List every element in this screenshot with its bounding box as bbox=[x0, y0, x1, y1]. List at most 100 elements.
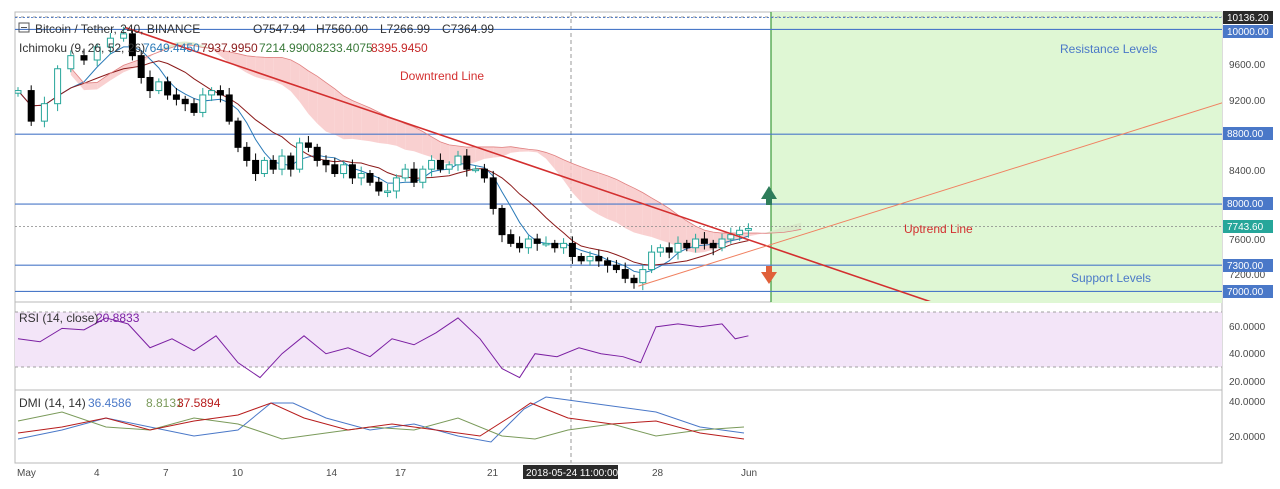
candle-body bbox=[304, 142, 312, 148]
candle-body bbox=[252, 159, 260, 175]
kumo-segment bbox=[84, 82, 98, 91]
candle-body bbox=[128, 33, 136, 57]
level-tag-7000-text: 7000.00 bbox=[1227, 287, 1264, 298]
candle-body bbox=[621, 269, 629, 279]
candle-body bbox=[120, 33, 128, 39]
rsi-legend: RSI (14, close) 20.8833 bbox=[19, 311, 140, 325]
kumo-segment bbox=[581, 166, 590, 210]
kumo-segment bbox=[783, 225, 793, 233]
price-tick: 7600.00 bbox=[1229, 235, 1266, 246]
horizontal-levels[interactable] bbox=[15, 17, 1222, 292]
kumo-segment bbox=[502, 146, 511, 157]
ohlc-low: L7266.99 bbox=[380, 22, 430, 36]
price-axis[interactable]: 9600.00 9200.00 8400.00 7600.00 7200.00 … bbox=[1223, 11, 1273, 298]
ichimoku-label: Ichimoku (9, 26, 52, 26) bbox=[19, 41, 145, 55]
collapse-icon[interactable] bbox=[18, 22, 30, 33]
dmi-minus-value: 8.8131 bbox=[146, 396, 183, 410]
uptrend-line bbox=[638, 102, 1222, 287]
candle-body bbox=[190, 103, 198, 113]
candle-body bbox=[278, 155, 286, 170]
rsi-axis: 60.0000 40.0000 20.0000 bbox=[1229, 322, 1266, 388]
kumo-segment bbox=[290, 59, 300, 102]
candle-body bbox=[225, 94, 233, 122]
candle-body bbox=[524, 238, 532, 249]
arrow-up-icon bbox=[761, 186, 777, 199]
kumo-segment bbox=[317, 76, 326, 132]
candle-body bbox=[551, 242, 559, 249]
candle-body bbox=[507, 234, 515, 244]
candle-body bbox=[322, 159, 330, 166]
trend-lines[interactable] bbox=[125, 26, 1239, 302]
candlesticks[interactable] bbox=[15, 26, 752, 291]
kumo-segment bbox=[387, 116, 397, 146]
candle-body bbox=[260, 159, 268, 175]
crosshair-time-text: 2018-05-24 11:00:00 bbox=[526, 468, 619, 479]
candle-body bbox=[612, 264, 620, 271]
candle-body bbox=[727, 234, 735, 240]
kumo-segment bbox=[202, 45, 212, 49]
kumo-segment bbox=[220, 50, 230, 63]
candle-body bbox=[577, 255, 585, 262]
kumo-segment bbox=[766, 230, 775, 234]
candle-body bbox=[656, 247, 664, 253]
candle-body bbox=[146, 76, 154, 92]
candle-body bbox=[67, 55, 75, 70]
candle-body bbox=[313, 146, 321, 161]
kumo-segment bbox=[546, 152, 555, 170]
candle-body bbox=[392, 177, 400, 192]
level-tag-last-text: 7743.60 bbox=[1227, 222, 1264, 233]
kumo-segment bbox=[563, 159, 573, 193]
candle-body bbox=[375, 181, 383, 192]
kumo-segment bbox=[343, 95, 353, 140]
candle-body bbox=[137, 55, 145, 78]
kumo-segment bbox=[405, 123, 414, 152]
rsi-tick: 40.0000 bbox=[1229, 349, 1266, 360]
kumo-segment bbox=[598, 172, 608, 220]
candle-body bbox=[480, 168, 488, 179]
candle-body bbox=[357, 173, 365, 179]
candle-body bbox=[208, 90, 216, 96]
kumo-segment bbox=[431, 136, 441, 163]
kumo-segment bbox=[110, 65, 124, 81]
candle-body bbox=[419, 168, 427, 183]
candle-body bbox=[106, 37, 114, 48]
dmi-lines[interactable] bbox=[17, 396, 745, 443]
dmi-legend: DMI (14, 14) 36.4586 8.8131 37.5894 bbox=[19, 396, 221, 410]
candle-body bbox=[445, 164, 453, 170]
rsi-line[interactable] bbox=[17, 317, 749, 379]
kumo-segment bbox=[590, 170, 599, 215]
rsi-band bbox=[15, 312, 1222, 367]
kumo-segment bbox=[537, 150, 546, 159]
candle-body bbox=[40, 103, 48, 122]
kumo-segment bbox=[97, 73, 111, 90]
candle-body bbox=[80, 55, 88, 61]
candle-body bbox=[234, 120, 242, 148]
rsi-label: RSI (14, close) bbox=[19, 311, 98, 325]
ichimoku-lead-a: 8233.4075 bbox=[316, 41, 373, 55]
kumo-segment bbox=[669, 208, 678, 247]
kumo-segment bbox=[211, 48, 221, 57]
kumo-segment bbox=[308, 70, 318, 124]
candle-body bbox=[428, 159, 436, 170]
level-tag-8800-text: 8800.00 bbox=[1227, 129, 1264, 140]
dmi-tick: 40.0000 bbox=[1229, 397, 1266, 408]
candle-body bbox=[331, 164, 339, 175]
candle-body bbox=[489, 177, 497, 209]
kumo-segment bbox=[572, 163, 582, 203]
candle-body bbox=[692, 238, 700, 249]
price-tick: 7200.00 bbox=[1229, 270, 1266, 281]
candle-body bbox=[172, 94, 180, 100]
candle-body bbox=[700, 238, 708, 244]
candle-body bbox=[287, 155, 295, 170]
kumo-segment bbox=[475, 146, 485, 163]
candle-body bbox=[15, 90, 22, 94]
rsi-value: 20.8833 bbox=[96, 311, 140, 325]
candle-body bbox=[340, 164, 348, 175]
kumo-segment bbox=[378, 112, 388, 145]
kumo-segment bbox=[642, 192, 652, 238]
candle-body bbox=[648, 251, 656, 271]
time-axis[interactable]: May 4 7 10 14 17 21 28 Jun 2018-05-24 11… bbox=[15, 462, 1222, 479]
candle-body bbox=[243, 146, 251, 161]
adx-value: 37.5894 bbox=[177, 396, 221, 410]
